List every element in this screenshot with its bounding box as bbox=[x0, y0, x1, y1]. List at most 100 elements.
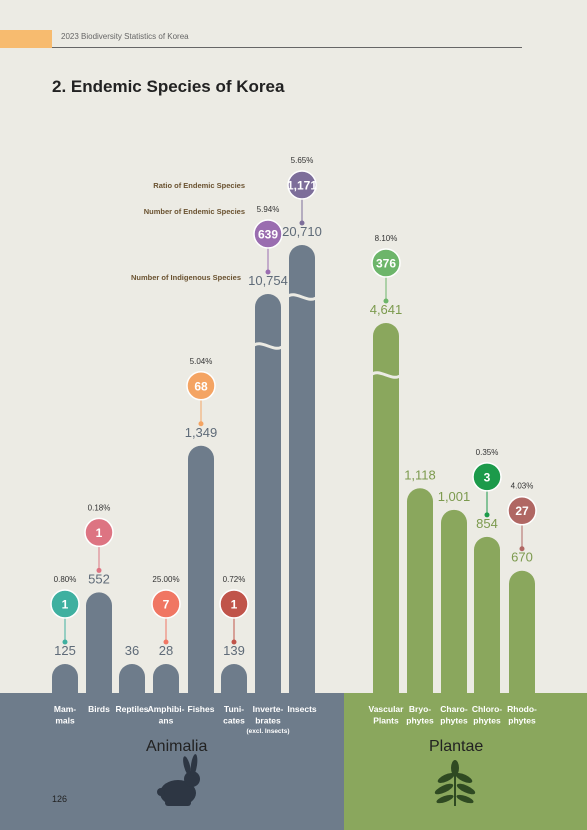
animalia-label: Animalia bbox=[146, 738, 208, 755]
plantae-label: Plantae bbox=[429, 738, 484, 755]
category-label: mals bbox=[55, 716, 75, 726]
category-label: ans bbox=[159, 716, 174, 726]
indigenous-annotation: Number of Indigenous Species bbox=[130, 273, 241, 282]
category-label: Reptiles bbox=[115, 704, 148, 714]
endemic-circle bbox=[50, 589, 80, 619]
category-label: phytes bbox=[440, 716, 468, 726]
bar bbox=[119, 664, 145, 694]
category-label: Mam- bbox=[54, 704, 76, 714]
endemic-circle bbox=[151, 589, 181, 619]
connector-dot bbox=[383, 298, 389, 304]
endemic-circle bbox=[371, 248, 401, 278]
category-label: cates bbox=[223, 716, 245, 726]
indigenous-label: 1,349 bbox=[185, 425, 218, 440]
axis-break bbox=[251, 342, 285, 350]
indigenous-label: 4,641 bbox=[370, 302, 403, 317]
ratio-label: 0.80% bbox=[54, 575, 77, 584]
category-label: Bryo- bbox=[409, 704, 431, 714]
endemic-label: 1,171 bbox=[287, 179, 317, 193]
ratio-label: 0.18% bbox=[88, 503, 111, 512]
endemic-circle bbox=[287, 170, 317, 200]
category-label: Plants bbox=[373, 716, 399, 726]
category-label: Tuni- bbox=[224, 704, 244, 714]
endemic-circle bbox=[84, 517, 114, 548]
ratio-label: 0.35% bbox=[476, 448, 499, 457]
category-label: (excl. Insects) bbox=[247, 728, 290, 735]
bar bbox=[52, 664, 78, 694]
connector-dot bbox=[484, 512, 490, 518]
indigenous-label: 139 bbox=[223, 643, 245, 658]
indigenous-label: 36 bbox=[125, 643, 139, 658]
connector-dot bbox=[96, 567, 102, 573]
indigenous-label: 125 bbox=[54, 643, 76, 658]
ratio-label: 5.94% bbox=[257, 205, 280, 214]
bar bbox=[407, 488, 433, 694]
endemic-circle bbox=[253, 219, 283, 249]
endemic-label: 376 bbox=[376, 257, 396, 271]
category-label: Birds bbox=[88, 704, 110, 714]
connector-dot bbox=[519, 546, 525, 552]
connector-dot bbox=[299, 220, 305, 226]
indigenous-label: 1,001 bbox=[438, 489, 471, 504]
bar bbox=[86, 592, 113, 694]
ratio-annotation: Ratio of Endemic Species bbox=[153, 181, 245, 190]
category-label: Amphibi- bbox=[148, 704, 185, 714]
endemic-label: 3 bbox=[484, 470, 491, 484]
bar bbox=[373, 323, 399, 694]
indigenous-label: 20,710 bbox=[282, 224, 322, 239]
endemic-annotation: Number of Endemic Species bbox=[143, 207, 245, 216]
category-label: Rhodo- bbox=[507, 704, 537, 714]
ratio-label: 5.04% bbox=[190, 357, 213, 366]
category-label: phytes bbox=[473, 716, 501, 726]
bar bbox=[188, 445, 214, 694]
axis-break bbox=[369, 371, 403, 379]
category-label: Fishes bbox=[188, 704, 215, 714]
endemic-label: 7 bbox=[163, 598, 170, 612]
category-label: phytes bbox=[508, 716, 536, 726]
indigenous-label: 854 bbox=[476, 516, 498, 531]
indigenous-label: 670 bbox=[511, 550, 533, 565]
header-accent-bar bbox=[0, 30, 52, 48]
header-rule bbox=[52, 47, 522, 48]
connector-dot bbox=[62, 639, 68, 645]
endemic-label: 1 bbox=[96, 526, 103, 540]
connector-dot bbox=[198, 421, 204, 427]
category-label: Insects bbox=[287, 704, 317, 714]
bar bbox=[153, 664, 179, 694]
connector-dot bbox=[231, 639, 237, 645]
indigenous-label: 28 bbox=[159, 643, 173, 658]
bar bbox=[289, 245, 315, 694]
category-label: Charo- bbox=[440, 704, 468, 714]
plantae-band bbox=[344, 693, 587, 830]
endemic-label: 68 bbox=[194, 379, 208, 393]
ratio-label: 0.72% bbox=[223, 575, 246, 584]
ratio-label: 25.00% bbox=[152, 575, 179, 584]
indigenous-label: 552 bbox=[88, 571, 110, 586]
category-label: Vascular bbox=[369, 704, 405, 714]
bar bbox=[441, 509, 467, 694]
axis-break bbox=[285, 293, 319, 301]
endemic-label: 639 bbox=[258, 228, 278, 242]
endemic-circle bbox=[507, 495, 537, 526]
endemic-label: 1 bbox=[231, 598, 238, 612]
endemic-circle bbox=[186, 371, 216, 401]
endemic-circle bbox=[219, 589, 249, 619]
category-label: phytes bbox=[406, 716, 434, 726]
ratio-label: 4.03% bbox=[511, 482, 534, 491]
indigenous-label: 10,754 bbox=[248, 273, 288, 288]
bar bbox=[255, 294, 281, 694]
indigenous-label: 1,118 bbox=[404, 467, 436, 482]
running-header: 2023 Biodiversity Statistics of Korea bbox=[61, 32, 189, 41]
connector-dot bbox=[163, 639, 169, 645]
page-number: 126 bbox=[52, 794, 68, 804]
bar bbox=[509, 570, 535, 694]
ratio-label: 8.10% bbox=[375, 234, 398, 243]
animalia-band bbox=[0, 693, 344, 830]
connector-dot bbox=[265, 269, 271, 275]
category-label: Chloro- bbox=[472, 704, 502, 714]
bar bbox=[474, 536, 500, 694]
category-label: brates bbox=[255, 716, 281, 726]
category-label: Inverte- bbox=[253, 704, 284, 714]
ratio-label: 5.65% bbox=[291, 156, 314, 165]
